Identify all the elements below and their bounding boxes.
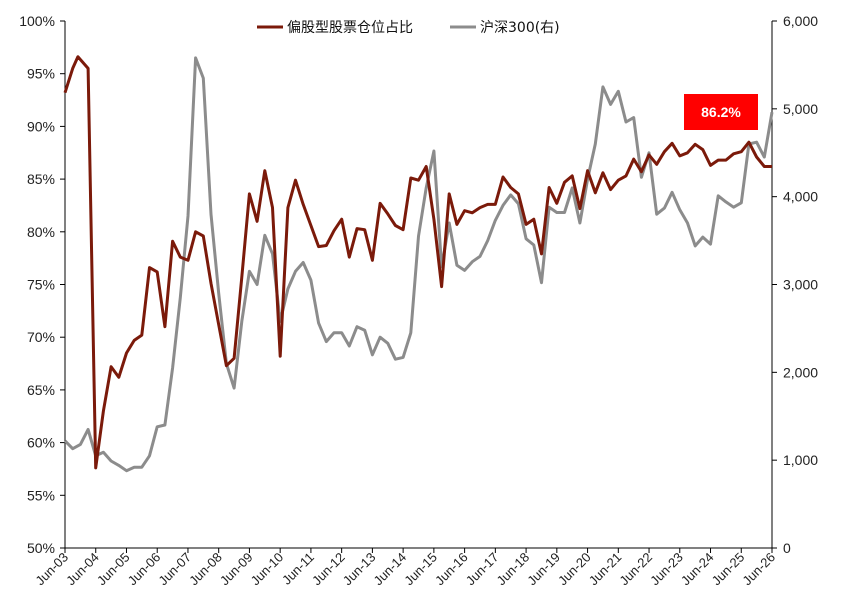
x-tick-label: Jun-23 — [647, 550, 686, 589]
x-tick-label: Jun-09 — [217, 550, 256, 589]
y-left-tick-label: 55% — [27, 487, 55, 503]
x-tick-label: Jun-07 — [155, 550, 194, 589]
x-tick-label: Jun-17 — [463, 550, 502, 589]
callout-box — [684, 94, 758, 130]
series-layer — [63, 55, 774, 473]
callout-label: 86.2% — [701, 104, 741, 120]
series-line-equity-position — [63, 55, 772, 470]
x-tick-label: Jun-08 — [186, 550, 225, 589]
x-tick-label: Jun-19 — [524, 550, 563, 589]
x-tick-label: Jun-22 — [616, 550, 655, 589]
y-left-tick-label: 60% — [27, 435, 55, 451]
x-tick-label: Jun-06 — [125, 550, 164, 589]
y-left-tick-label: 85% — [27, 171, 55, 187]
legend-label: 偏股型股票仓位占比 — [287, 20, 413, 36]
x-tick-label: Jun-13 — [340, 550, 379, 589]
legend: 偏股型股票仓位占比 沪深300(右) — [257, 20, 560, 36]
x-tick-label: Jun-20 — [555, 550, 594, 589]
x-tick-label: Jun-10 — [248, 550, 287, 589]
legend-label: 沪深300(右) — [480, 20, 560, 36]
y-right-tick-label: 4,000 — [783, 189, 818, 205]
y-left-tick-label: 95% — [27, 66, 55, 82]
y-right-tick-label: 6,000 — [783, 13, 818, 29]
series-line-csi300 — [63, 56, 774, 473]
y-left-tick-label: 80% — [27, 224, 55, 240]
y-left-tick-label: 65% — [27, 382, 55, 398]
x-tick-label: Jun-18 — [493, 550, 532, 589]
y-right-tick-label: 2,000 — [783, 364, 818, 380]
x-tick-label: Jun-11 — [279, 550, 317, 588]
y-left-tick-label: 70% — [27, 329, 55, 345]
x-tick-label: Jun-26 — [739, 550, 778, 589]
x-tick-label: Jun-14 — [371, 550, 410, 589]
y-left-tick-label: 90% — [27, 118, 55, 134]
y-right-tick-label: 0 — [783, 540, 791, 556]
y-left-axis: 50% 55% 60% 65% 70% 75% 80% 85% 90% 95% 100% — [19, 13, 65, 556]
y-left-tick-label: 100% — [19, 13, 55, 29]
y-right-tick-label: 5,000 — [783, 101, 818, 117]
x-tick-label: Jun-12 — [309, 550, 348, 589]
y-left-tick-label: 75% — [27, 277, 55, 293]
x-axis: Jun-03Jun-04Jun-05Jun-06Jun-07Jun-08Jun-… — [32, 548, 778, 588]
y-right-tick-label: 3,000 — [783, 277, 818, 293]
x-tick-label: Jun-16 — [432, 550, 471, 589]
x-tick-label: Jun-25 — [709, 550, 748, 589]
value-callout: 86.2% — [684, 94, 758, 130]
x-tick-label: Jun-24 — [678, 550, 717, 589]
x-tick-label: Jun-21 — [586, 550, 625, 589]
y-right-axis: 0 1,000 2,000 3,000 4,000 5,000 6,000 — [772, 13, 818, 556]
y-left-tick-label: 50% — [27, 540, 55, 556]
x-tick-label: Jun-04 — [63, 550, 102, 589]
x-tick-label: Jun-15 — [401, 550, 440, 589]
x-tick-label: Jun-05 — [94, 550, 133, 589]
y-right-tick-label: 1,000 — [783, 452, 818, 468]
